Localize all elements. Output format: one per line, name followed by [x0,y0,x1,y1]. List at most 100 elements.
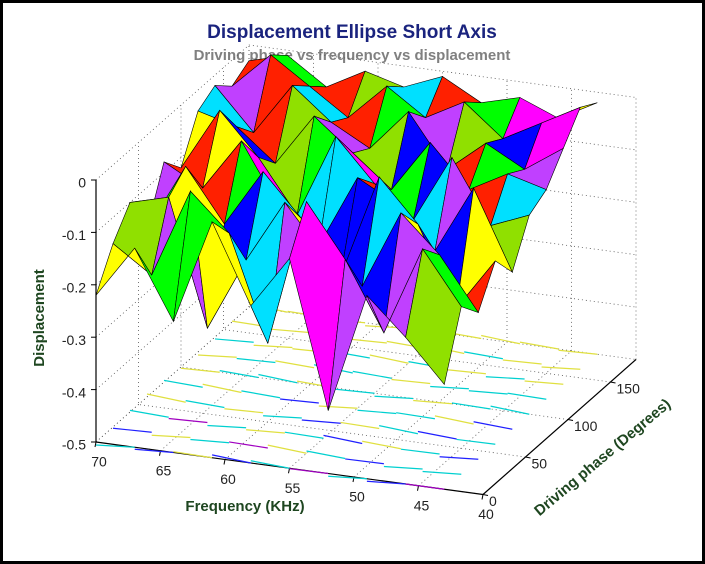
floor-contour [541,366,581,370]
x-tick-label: 40 [478,506,494,522]
floor-contour [405,483,445,490]
floor-contour [362,440,402,450]
z-axis-label: Displacement [31,269,48,367]
floor-contour [481,334,521,345]
grid-line [353,80,508,478]
floor-contour [396,412,435,420]
y-tick [610,381,616,384]
floor-contour [253,344,293,349]
x-tick [94,441,97,448]
floor-contour [439,456,479,460]
x-tick-label: 70 [91,454,107,470]
x-tick [288,468,290,474]
floor-contour [374,395,414,400]
z-tick-label: -0.2 [62,280,86,296]
floor-contour [219,370,259,379]
x-tick-label: 65 [156,462,172,478]
floor-contour [229,441,268,449]
floor-contour [464,351,504,360]
z-tick-label: -0.1 [62,227,86,243]
x-tick-label: 45 [414,497,430,513]
floor-contour [112,427,152,433]
floor-contour [258,373,298,384]
floor-contour [246,429,285,434]
floor-contour [328,475,367,480]
y-tick [567,419,574,421]
y-tick-label: 50 [532,456,548,472]
floor-contour [502,359,542,365]
floor-contour [280,398,319,404]
floor-contour [284,431,324,439]
floor-contour [345,458,384,465]
floor-contour [468,390,508,395]
floor-contour [519,341,559,350]
floor-contour [558,349,598,355]
floor-contour [163,379,203,388]
floor-contour [417,430,457,440]
floor-contour [197,354,237,358]
x-tick-label: 55 [285,480,301,496]
floor-contour [173,451,213,459]
floor-contour [391,378,431,385]
floor-contour [379,425,419,435]
floor-contour [524,380,564,385]
floor-contour [306,450,346,460]
chart-title: Displacement Ellipse Short Axis [207,22,497,43]
floor-contour [214,338,254,343]
x-tick [417,485,419,491]
floor-contour [507,392,547,400]
z-tick-label: -0.3 [62,332,86,348]
x-tick [481,494,484,500]
y-tick [525,456,531,459]
floor-contour [185,400,225,409]
floor-contour [134,448,174,454]
floor-contour [348,338,387,344]
x-tick-label: 50 [349,489,365,505]
floor-contour [422,470,462,475]
floor-contour [146,393,186,403]
floor-contour [275,360,315,369]
floor-contour [473,421,513,430]
floor-contour [289,468,329,475]
y-tick-label: 100 [574,418,598,434]
floor-contour [168,417,208,424]
floor-contour [250,460,290,469]
floor-contour [434,415,474,425]
floor-contour [400,448,440,455]
floor-contour [180,367,220,373]
floor-contour [451,402,491,410]
floor-contour [485,376,525,380]
floor-contour [267,444,307,454]
floor-contour [413,399,452,405]
floor-contour [352,370,392,379]
floor-contour [301,419,341,424]
floor-contour [224,408,264,414]
x-tick [223,459,226,465]
floor-contour [323,434,363,445]
surface-face [405,248,462,386]
floor-contour [151,434,191,439]
floor-contour [430,385,469,390]
floor-contour [456,438,496,445]
z-tick-label: -0.4 [62,384,86,400]
floor-contour [129,409,169,418]
grid-line [224,62,379,460]
floor-contour [263,415,302,419]
floor-contour [207,424,247,429]
axis-line [482,359,637,495]
z-tick-label: 0 [78,175,86,191]
y-tick [482,494,489,496]
floor-contour [340,421,380,430]
floor-contour [447,369,486,375]
floor-contour [270,328,310,334]
floor-contour [202,383,242,394]
floor-contour [190,438,230,444]
floor-contour [357,409,397,415]
floor-contour [366,480,406,485]
floor-contour [318,405,358,409]
z-tick-label: -0.5 [62,437,86,453]
floor-contour [236,357,276,364]
